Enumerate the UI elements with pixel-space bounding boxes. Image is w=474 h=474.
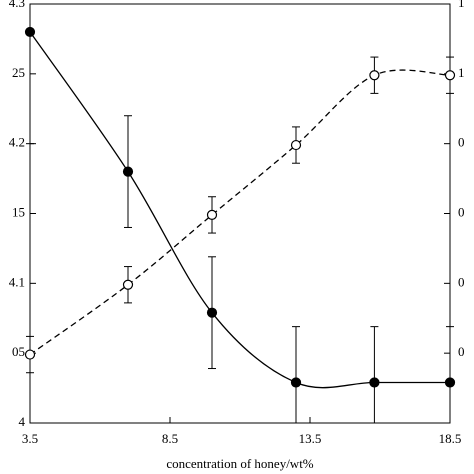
data-point [24,349,36,360]
data-point [369,70,380,81]
x-axis-title: concentration of honey/wt% [166,456,313,471]
data-point [290,139,302,151]
y-tick-label: 25 [12,65,25,80]
y2-tick-label: 0 [458,274,465,289]
y-tick-label: 4 [19,414,26,429]
data-point [369,377,380,388]
data-point [206,307,218,318]
data-point [122,166,134,177]
data-point [290,377,302,388]
y2-tick-label: 0 [458,204,465,219]
y-tick-label: 4.2 [9,135,25,150]
y-tick-label: 4.1 [9,274,25,289]
x-tick-label: 8.5 [162,431,178,446]
data-point [206,209,218,220]
x-tick-label: 13.5 [299,431,322,446]
y2-tick-label: 1 [458,0,465,10]
plot-frame [29,3,451,424]
series-line [29,69,451,356]
y2-tick-label: 0 [458,344,465,359]
series-line [29,31,450,389]
y2-tick-label: 0 [458,135,465,150]
data-point [122,279,134,290]
y-tick-label: 05 [12,344,25,359]
data-point [444,377,456,388]
x-tick-label: 18.5 [439,431,462,446]
x-tick-label: 3.5 [22,431,38,446]
y-tick-label: 4.3 [9,0,25,10]
data-point [24,26,36,38]
y2-tick-label: 1 [458,65,465,80]
y-tick-label: 15 [12,204,25,219]
data-point [444,70,456,81]
